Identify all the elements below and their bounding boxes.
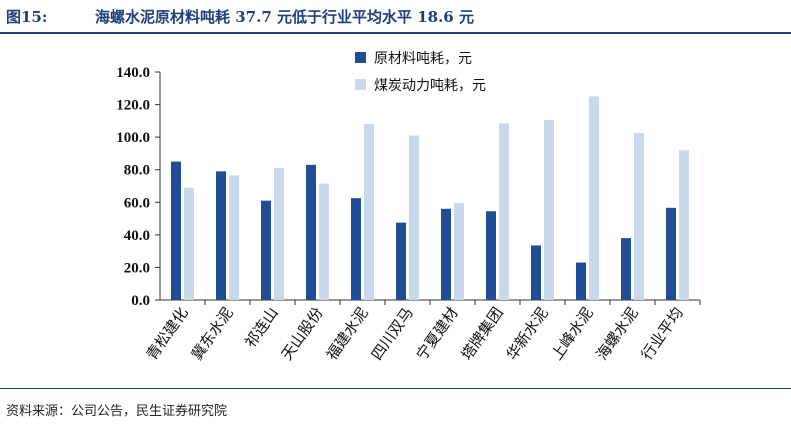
raw-material-bar-7: [441, 208, 451, 300]
raw-material-bar-11: [621, 238, 631, 300]
raw-material-bar-1: [171, 161, 181, 300]
raw-material-bar-2: [216, 171, 226, 300]
category-label: 华新水泥: [503, 304, 552, 363]
header-divider: [0, 32, 791, 34]
raw-material-bar-9: [531, 245, 541, 300]
legend-label-1: 原材料吨耗，元: [374, 51, 472, 67]
y-tick-label: 0.0: [131, 293, 150, 309]
bar-series-group: [171, 96, 689, 301]
source-note: 资料来源：公司公告，民生证券研究院: [6, 404, 228, 419]
raw-material-bar-5: [351, 198, 361, 300]
legend-swatch-2: [355, 79, 366, 90]
y-tick-label: 140.0: [116, 65, 150, 81]
bar-chart: 0.0 20.0 40.0 60.0 80.0 100.0 120.0 140.0 青松建化冀…: [116, 51, 701, 363]
category-label: 四川双马: [368, 304, 417, 363]
coal-power-bar-12: [679, 150, 689, 300]
category-label: 冀东水泥: [188, 304, 237, 363]
figure-header: 图15: 海螺水泥原材料吨耗 37.7 元低于行业平均水平 18.6 元: [0, 0, 791, 34]
category-label: 福建水泥: [323, 304, 372, 363]
coal-power-bar-9: [544, 120, 554, 301]
y-tick-label: 20.0: [124, 260, 150, 276]
coal-power-bar-10: [589, 96, 599, 300]
category-label: 青松建化: [143, 304, 192, 363]
coal-power-bar-2: [229, 175, 239, 300]
coal-power-bar-4: [319, 183, 329, 300]
coal-power-bar-6: [409, 135, 419, 300]
raw-material-bar-12: [666, 207, 676, 300]
coal-power-bar-8: [499, 123, 509, 300]
category-label: 天山股份: [278, 304, 327, 363]
category-label: 塔牌集团: [458, 304, 507, 363]
y-tick-label: 120.0: [116, 98, 150, 114]
raw-material-bar-8: [486, 211, 496, 300]
legend-label-2: 煤炭动力吨耗，元: [374, 78, 486, 94]
category-label: 海螺水泥: [593, 304, 642, 363]
raw-material-bar-10: [576, 262, 586, 300]
y-tick-label: 100.0: [116, 130, 150, 146]
legend-swatch-1: [355, 52, 366, 63]
y-axis: 0.0 20.0 40.0 60.0 80.0 100.0 120.0 140.0: [116, 65, 161, 309]
raw-material-bar-3: [261, 200, 271, 300]
y-tick-label: 80.0: [124, 163, 150, 179]
coal-power-bar-7: [454, 203, 464, 300]
category-label: 行业平均: [638, 304, 687, 363]
raw-material-bar-6: [396, 222, 406, 300]
y-tick-label: 60.0: [124, 195, 150, 211]
y-tick-label: 40.0: [124, 228, 150, 244]
coal-power-bar-3: [274, 168, 284, 300]
category-label: 上峰水泥: [548, 304, 597, 363]
coal-power-bar-5: [364, 124, 374, 300]
footer-divider: [0, 388, 791, 389]
figure-title: 海螺水泥原材料吨耗 37.7 元低于行业平均水平 18.6 元: [95, 8, 474, 26]
category-label: 祁连山: [241, 304, 282, 351]
x-axis: [160, 299, 701, 305]
coal-power-bar-1: [184, 187, 194, 300]
raw-material-bar-4: [306, 164, 316, 300]
category-label: 宁夏建材: [413, 304, 462, 363]
coal-power-bar-11: [634, 133, 644, 300]
figure-label: 图15:: [6, 8, 48, 26]
